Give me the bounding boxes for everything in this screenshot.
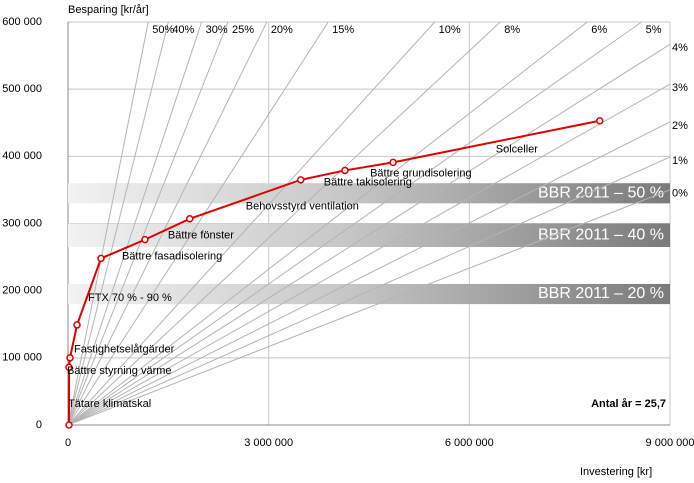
point <box>297 176 305 184</box>
rate-label: 15% <box>332 24 354 36</box>
point <box>97 254 105 263</box>
y-tick-label: 400 000 <box>2 150 42 162</box>
band-label: BBR 2011 – 40 % <box>538 226 664 243</box>
x-axis-title: Investering [kr] <box>580 466 652 478</box>
rate-line <box>68 22 642 425</box>
rate-lines <box>68 22 670 425</box>
rate-line <box>68 22 436 425</box>
point-label: FTX 70 % - 90 % <box>88 292 172 304</box>
band <box>68 223 670 248</box>
x-tick-label: 9 000 000 <box>646 437 694 449</box>
y-tick-label: 500 000 <box>2 83 42 95</box>
rate-label: 8% <box>504 24 520 36</box>
point-label: Bättre fasadisolering <box>122 250 222 262</box>
y-axis-title: Besparing [kr/år] <box>68 4 149 16</box>
point-label: Solceller <box>496 144 539 156</box>
point-label: Bättre fönster <box>168 230 234 242</box>
point <box>341 166 349 175</box>
rate-label: 25% <box>232 24 254 36</box>
rate-label: 4% <box>672 42 688 54</box>
rate-line <box>68 22 268 425</box>
rate-label: 0% <box>672 188 688 200</box>
point-label: Bättre grundisolering <box>370 167 472 179</box>
rate-line <box>68 43 670 425</box>
rate-line <box>68 121 670 425</box>
band <box>68 283 670 305</box>
band <box>68 183 670 204</box>
rate-line <box>68 83 670 425</box>
rate-label: 50% <box>152 24 174 36</box>
point-label: Tätare klimatskal <box>68 398 151 410</box>
rate-line <box>68 22 329 425</box>
rate-label: 5% <box>646 24 662 36</box>
x-tick-label: 3 000 000 <box>244 437 293 449</box>
rate-line <box>68 22 588 425</box>
point <box>185 215 194 223</box>
point <box>65 363 73 371</box>
rate-label: 2% <box>672 120 688 132</box>
y-tick-label: 200 000 <box>2 285 42 297</box>
point <box>66 354 74 362</box>
rate-label: 1% <box>672 155 688 167</box>
rate-label: 20% <box>271 24 293 36</box>
rate-line <box>68 22 169 425</box>
point <box>141 235 149 244</box>
point-label: Behovsstyrd ventilation <box>246 201 359 213</box>
rate-line <box>68 22 501 425</box>
y-tick-label: 600 000 <box>2 16 42 28</box>
point <box>65 421 73 429</box>
rate-line <box>68 156 670 425</box>
rate-line <box>68 22 149 425</box>
x-tick-label: 6 000 000 <box>445 437 494 449</box>
x-tick-label: 0 <box>65 437 71 449</box>
years-note: Antal år = 25,7 <box>591 398 666 410</box>
point-label: Bättre styrning värme <box>67 365 172 377</box>
rate-label: 6% <box>591 24 607 36</box>
rate-line <box>68 189 670 425</box>
band-label: BBR 2011 – 50 % <box>538 184 664 201</box>
y-tick-label: 100 000 <box>2 352 42 364</box>
rate-label: 3% <box>672 82 688 94</box>
point <box>73 321 81 329</box>
rate-label: 30% <box>206 24 228 36</box>
rate-label: 10% <box>439 24 461 36</box>
point <box>596 116 604 125</box>
y-tick-label: 0 <box>36 419 42 431</box>
rate-label: 40% <box>172 24 194 36</box>
point <box>389 158 397 167</box>
point-label: Bättre takisolering <box>324 177 412 189</box>
rate-line <box>68 22 229 425</box>
point-label: Fastighetselåtgärder <box>74 344 175 356</box>
y-tick-label: 300 000 <box>2 217 42 229</box>
band-label: BBR 2011 – 20 % <box>538 285 664 302</box>
rate-line <box>68 22 203 425</box>
